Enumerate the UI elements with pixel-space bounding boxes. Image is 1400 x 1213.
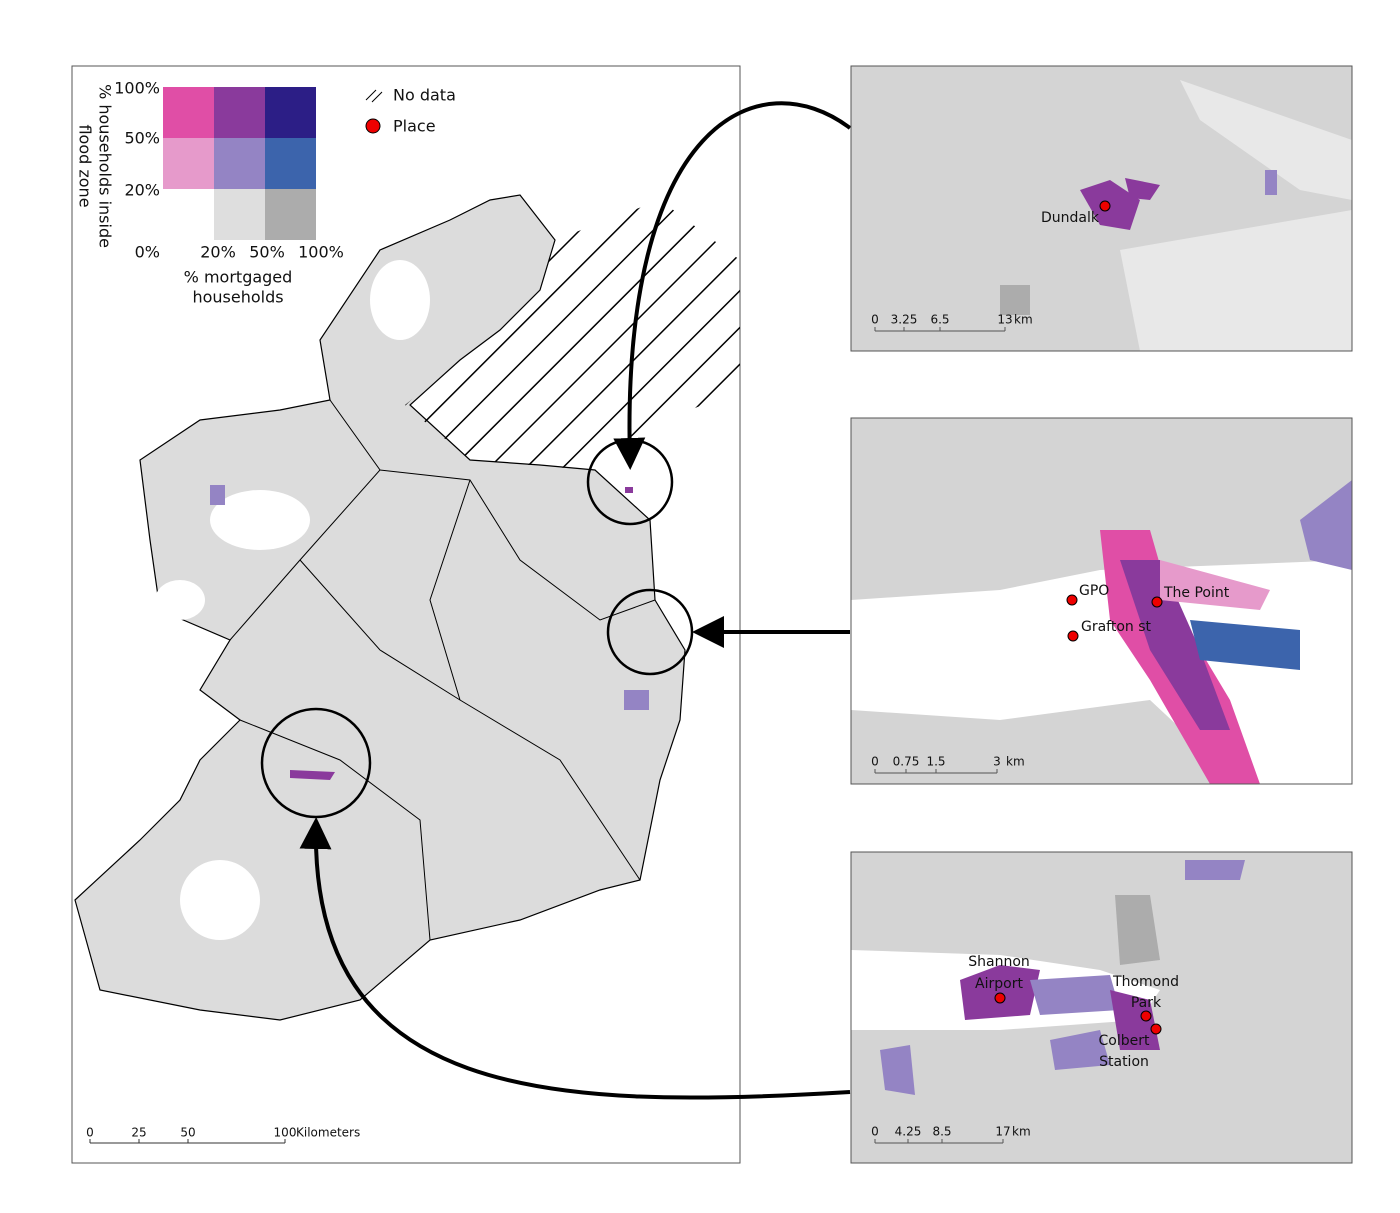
place-marker	[1099, 200, 1111, 212]
legend-y-label: 50%	[124, 129, 160, 148]
place-label: GPO	[1079, 583, 1109, 599]
place-marker	[1151, 596, 1163, 608]
place-label: Grafton st	[1081, 619, 1152, 635]
scale-label: 1.5	[926, 755, 945, 769]
county-borders	[229, 399, 656, 941]
highlights	[210, 485, 649, 780]
place-label: Station	[1099, 1054, 1149, 1070]
legend-place: Place	[393, 117, 436, 136]
legend-x-title: % mortgaged	[184, 268, 293, 287]
scale-label: 6.5	[930, 313, 949, 327]
legend-x-label: 20%	[200, 243, 236, 262]
scale-label: 100	[274, 1126, 297, 1140]
place-marker	[1066, 594, 1078, 606]
scale-bar	[89, 1139, 286, 1144]
scale-unit: km	[1012, 1125, 1031, 1139]
legend-y-label: 20%	[124, 181, 160, 200]
place-marker	[1150, 1023, 1162, 1035]
place-label: Park	[1131, 995, 1162, 1011]
inset-scales: 0 3.25 6.5 13 km0 0.75 1.5 3 km0 4.25 8.5 17 km	[871, 313, 1033, 1144]
place-label: Colbert	[1099, 1033, 1150, 1049]
legend-x-title: households	[192, 288, 283, 307]
scale-label: 0	[871, 755, 879, 769]
scale-label: 0	[871, 313, 879, 327]
legend-x-label: 100%	[298, 243, 344, 262]
place-marker	[1140, 1010, 1152, 1022]
scale-label: 4.25	[895, 1125, 922, 1139]
legend-no-data: No data	[393, 86, 456, 105]
legend-cell	[214, 87, 265, 138]
scale-unit: km	[1006, 755, 1025, 769]
no-data-area	[405, 200, 740, 470]
legend-cell	[265, 87, 316, 138]
legend-y-label: 100%	[114, 79, 160, 98]
legend-cell	[163, 87, 214, 138]
scale-label: 0	[86, 1126, 94, 1140]
scale-label: 0	[871, 1125, 879, 1139]
legend-y-title: % households inside	[96, 84, 115, 248]
legend-grid	[163, 87, 316, 240]
place-label: Thomond	[1112, 974, 1179, 990]
legend-cell	[265, 189, 316, 240]
scale-label: 50	[180, 1126, 195, 1140]
place-label: Shannon	[968, 954, 1030, 970]
legend-y-title: flood zone	[76, 124, 95, 207]
scale-label: 0.75	[893, 755, 920, 769]
scale-label: 8.5	[932, 1125, 951, 1139]
legend-x-label: 50%	[249, 243, 285, 262]
inset-dublin	[851, 418, 1352, 784]
place-label: The Point	[1163, 585, 1230, 601]
place-marker	[1067, 630, 1079, 642]
legend-cell	[265, 138, 316, 189]
scale-unit: Kilometers	[296, 1126, 360, 1140]
inset-limerick	[851, 852, 1352, 1163]
scale-label: 3.25	[891, 313, 918, 327]
place-marker	[994, 992, 1006, 1004]
place-label: Dundalk	[1041, 210, 1100, 226]
legend-cell	[163, 138, 214, 189]
place-icon	[365, 118, 381, 134]
legend-y-label: 0%	[135, 243, 160, 262]
scale-label: 25	[131, 1126, 146, 1140]
arrows	[299, 101, 852, 1100]
scale-unit: km	[1014, 313, 1033, 327]
place-label: Airport	[975, 976, 1023, 992]
scale-label: 3	[993, 755, 1001, 769]
legend-cell	[214, 189, 265, 240]
legend-cell	[214, 138, 265, 189]
scale-label: 17	[995, 1125, 1010, 1139]
white-areas	[155, 260, 430, 940]
scale-label: 13	[997, 313, 1012, 327]
no-data-icon	[365, 89, 383, 103]
